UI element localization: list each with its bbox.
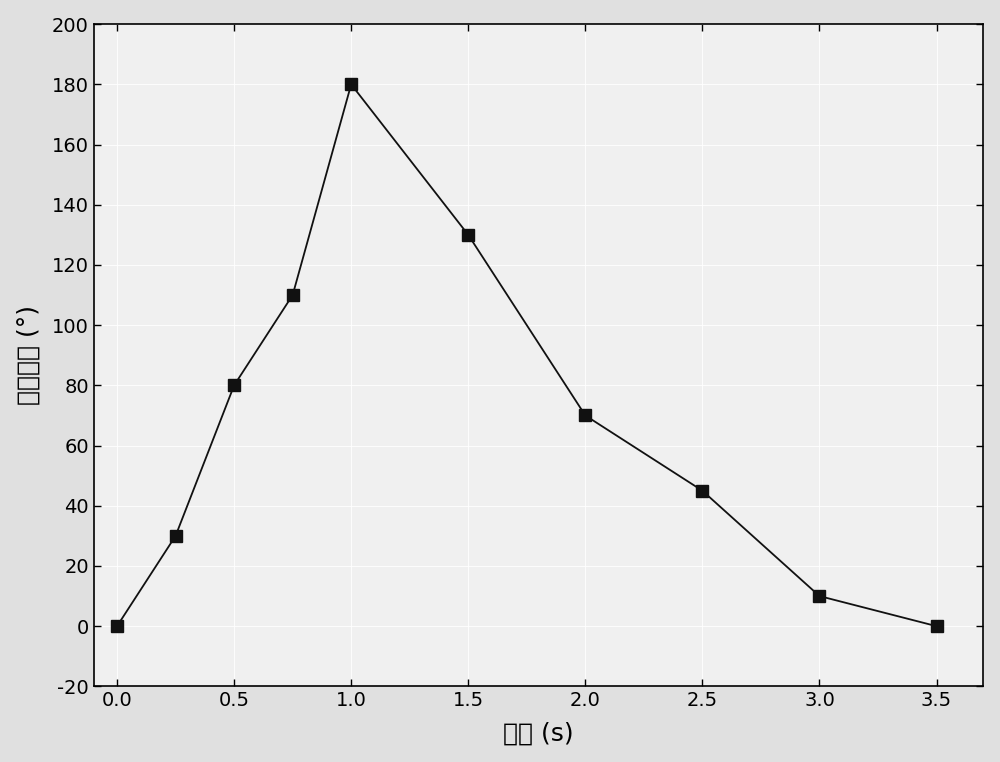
Y-axis label: 弯曲角度 (°): 弯曲角度 (°) bbox=[17, 306, 41, 405]
X-axis label: 时间 (s): 时间 (s) bbox=[503, 722, 574, 745]
